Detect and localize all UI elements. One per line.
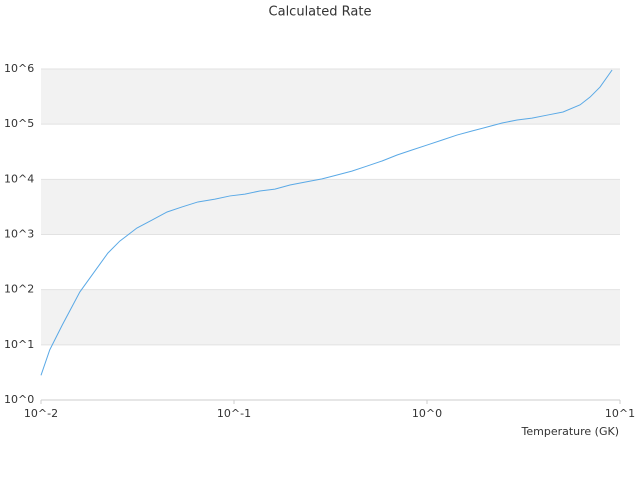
chart-title: Calculated Rate <box>269 5 372 20</box>
line <box>40 69 613 376</box>
x-tick-label: 10^1 <box>605 407 635 420</box>
y-tick-label: 10^4 <box>4 172 34 185</box>
x-tick-label: 10^-1 <box>217 407 251 420</box>
y-tick-label: 10^2 <box>4 283 34 296</box>
y-tick-label: 10^0 <box>4 393 34 406</box>
x-tick-label: 10^-2 <box>24 407 58 420</box>
y-tick-label: 10^3 <box>4 228 34 241</box>
grid-band <box>41 289 620 345</box>
grid-band <box>41 179 620 235</box>
x-axis-label: Temperature (GK) <box>521 425 620 438</box>
y-tick-label: 10^1 <box>4 338 34 351</box>
y-tick-label: 10^6 <box>4 62 34 75</box>
grid-band <box>41 69 620 125</box>
y-tick-label: 10^5 <box>4 117 34 130</box>
x-tick-label: 10^0 <box>412 407 442 420</box>
